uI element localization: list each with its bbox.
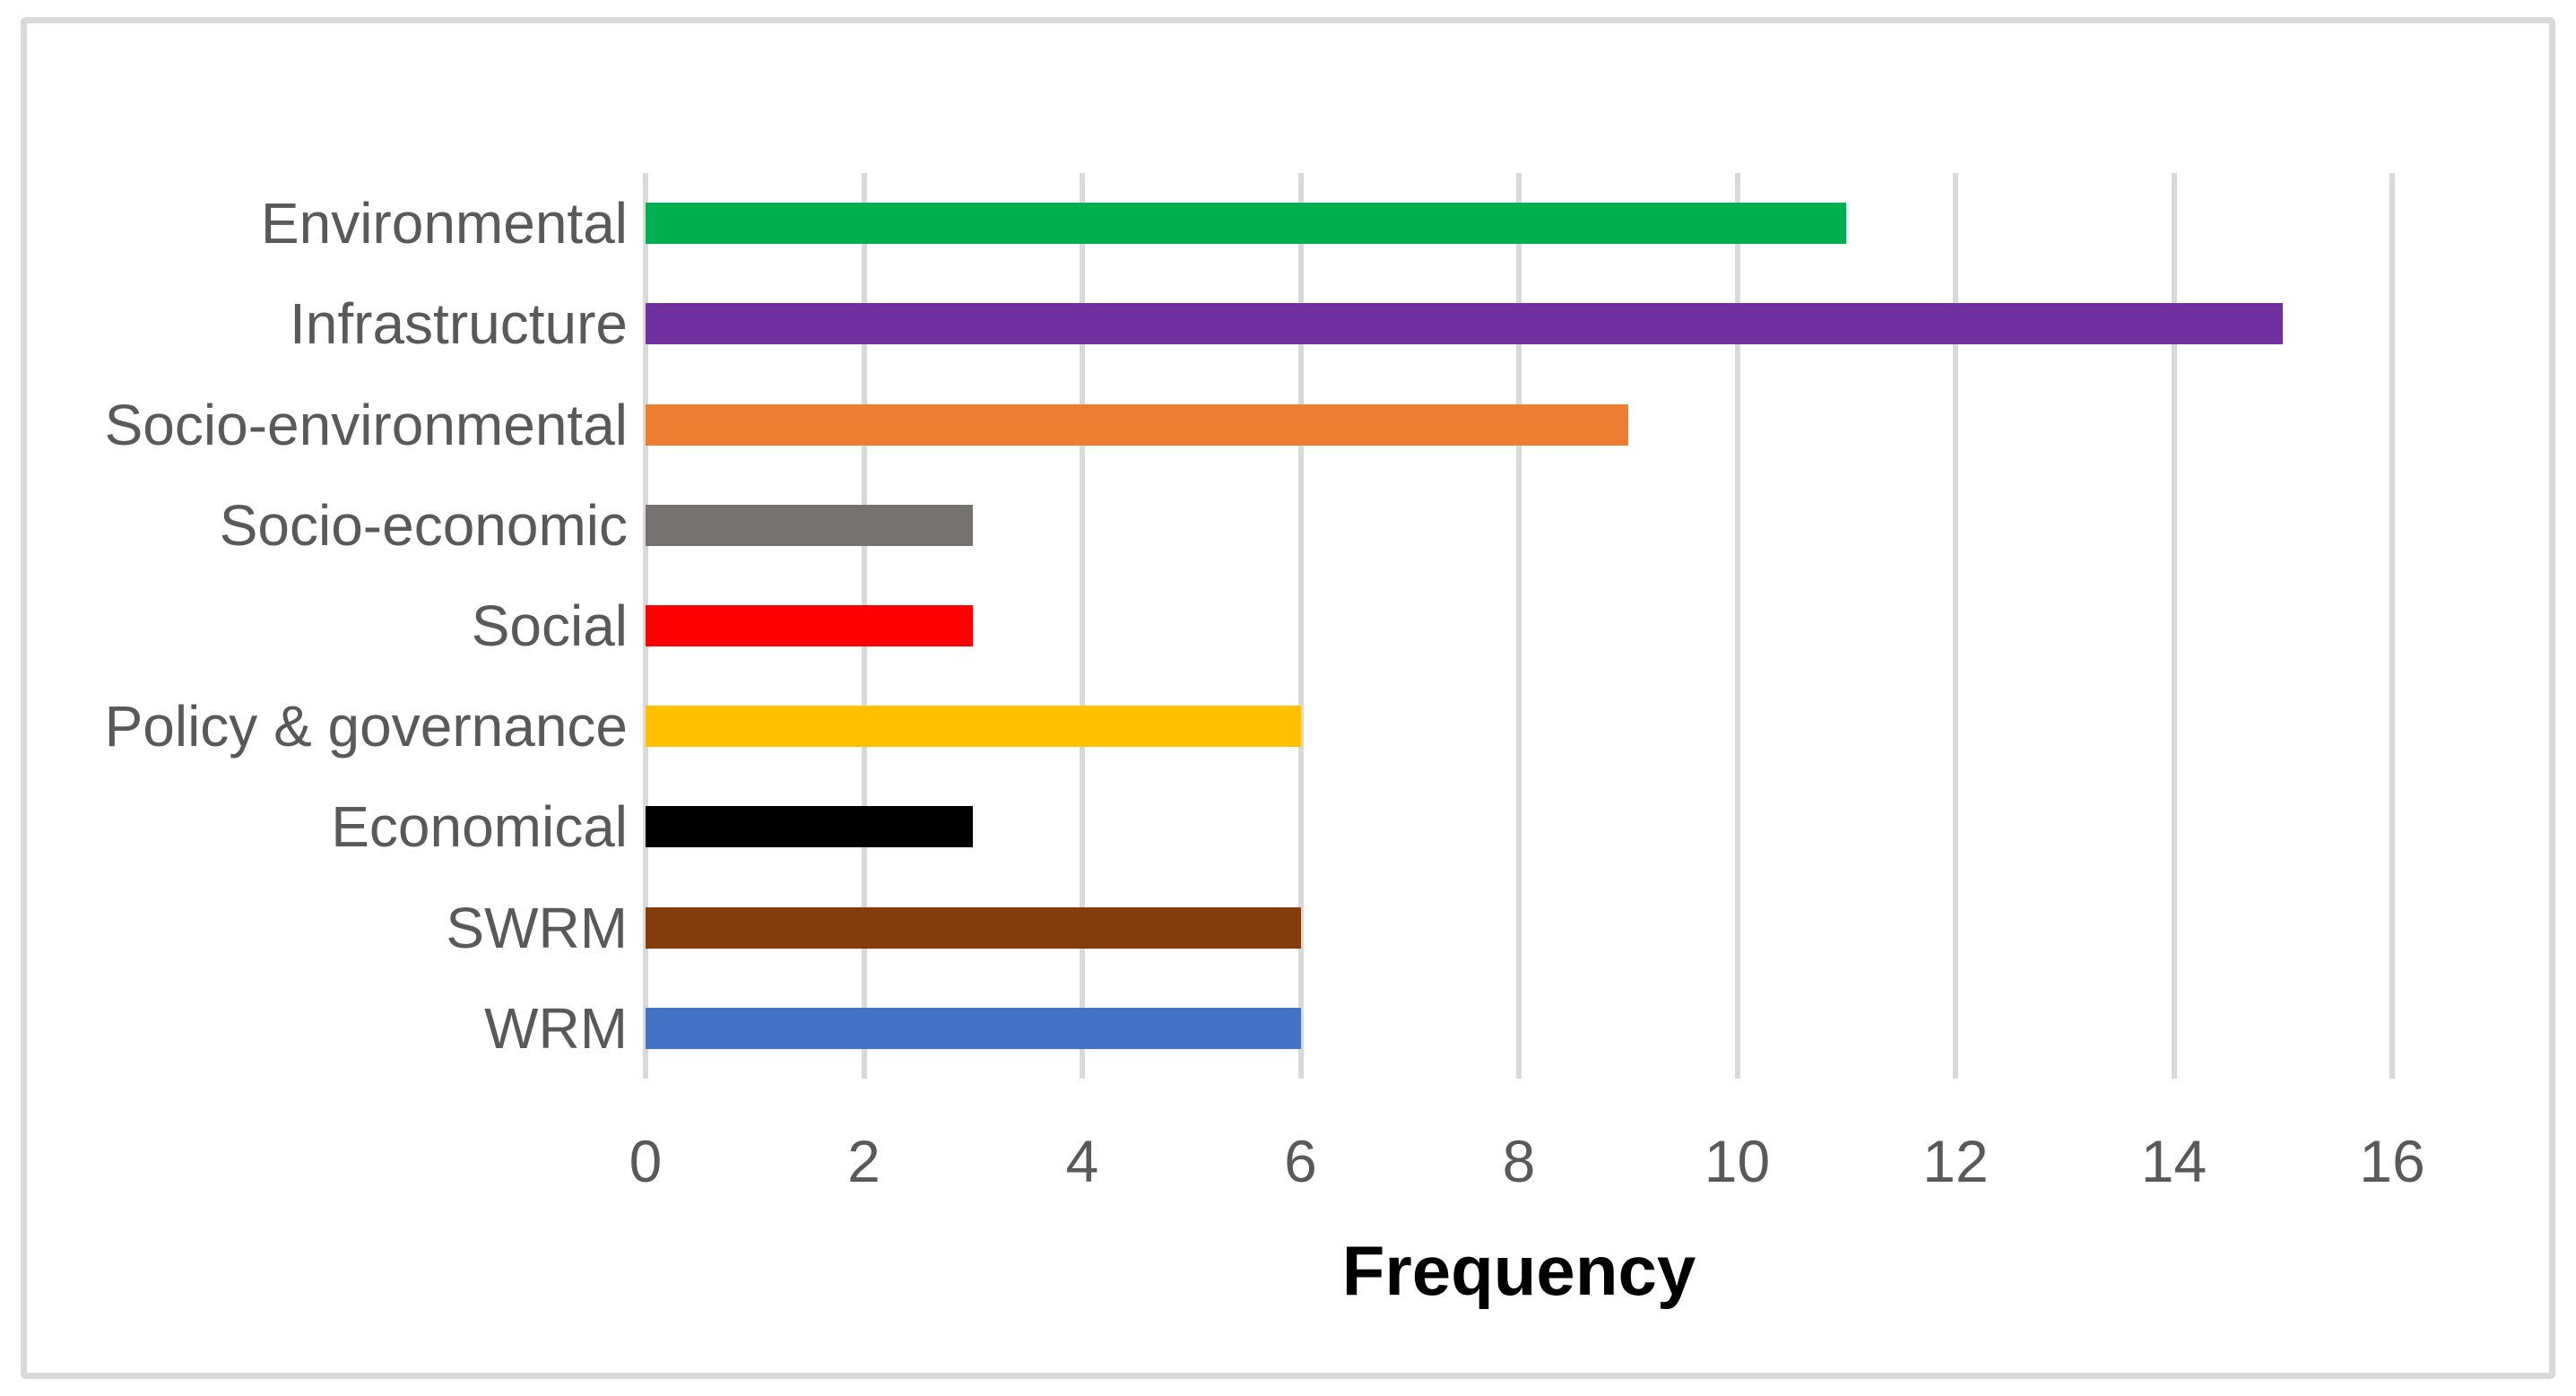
category-label-policy-governance: Policy & governance [104,694,628,759]
x-tick-label-16: 16 [2359,1128,2425,1194]
bar-row-infrastructure [646,273,2392,374]
bar-row-environmental [646,173,2392,273]
x-axis-tick-labels: 0 2 4 6 8 10 12 14 16 [629,1128,2425,1203]
category-label-wrm: WRM [484,995,628,1061]
gridline-x-16 [2390,173,2395,1079]
gridline-x-8 [1516,173,1522,1079]
category-label-economical: Economical [331,794,628,860]
bar-row-socio-economic [646,475,2392,576]
category-label-infrastructure: Infrastructure [289,291,628,357]
bar-infrastructure [646,303,2284,345]
bar-series [646,173,2392,1079]
bar-row-socio-environmental [646,374,2392,474]
bar-wrm [646,1007,1301,1049]
x-tick-label-4: 4 [1065,1128,1099,1194]
x-tick-label-14: 14 [2140,1128,2207,1194]
plot-area [643,173,2395,1079]
bar-economical [646,806,974,848]
gridline-x-10 [1734,173,1740,1079]
category-label-environmental: Environmental [260,191,628,256]
category-label-swrm: SWRM [446,895,628,960]
x-tick-label-8: 8 [1502,1128,1536,1194]
bar-row-policy-governance [646,676,2392,776]
bar-environmental [646,203,1847,245]
x-tick-label-10: 10 [1704,1128,1771,1194]
bar-row-swrm [646,878,2392,978]
gridline-x-14 [2171,173,2177,1079]
bar-policy-governance [646,706,1301,748]
gridline-x-6 [1297,173,1304,1079]
x-tick-label-2: 2 [847,1128,880,1194]
bar-row-wrm [646,978,2392,1079]
category-axis-labels: Environmental Infrastructure Socio-environ… [36,173,628,1079]
x-tick-label-0: 0 [629,1128,663,1194]
bar-social [646,604,974,646]
x-tick-label-6: 6 [1284,1128,1317,1194]
bar-row-social [646,576,2392,676]
x-axis-title: Frequency [1341,1231,1696,1310]
bar-socio-economic [646,504,974,546]
gridline-x-4 [1080,173,1085,1079]
category-label-socio-economic: Socio-economic [219,492,628,558]
bar-socio-environmental [646,403,1628,446]
bar-row-economical [646,776,2392,877]
bar-swrm [646,906,1301,949]
category-label-social: Social [471,593,628,658]
category-label-socio-environmental: Socio-environmental [104,392,628,457]
gridline-x-12 [1953,173,1958,1079]
chart-frame: Environmental Infrastructure Socio-environ… [21,17,2555,1379]
x-tick-label-12: 12 [1922,1128,1989,1194]
